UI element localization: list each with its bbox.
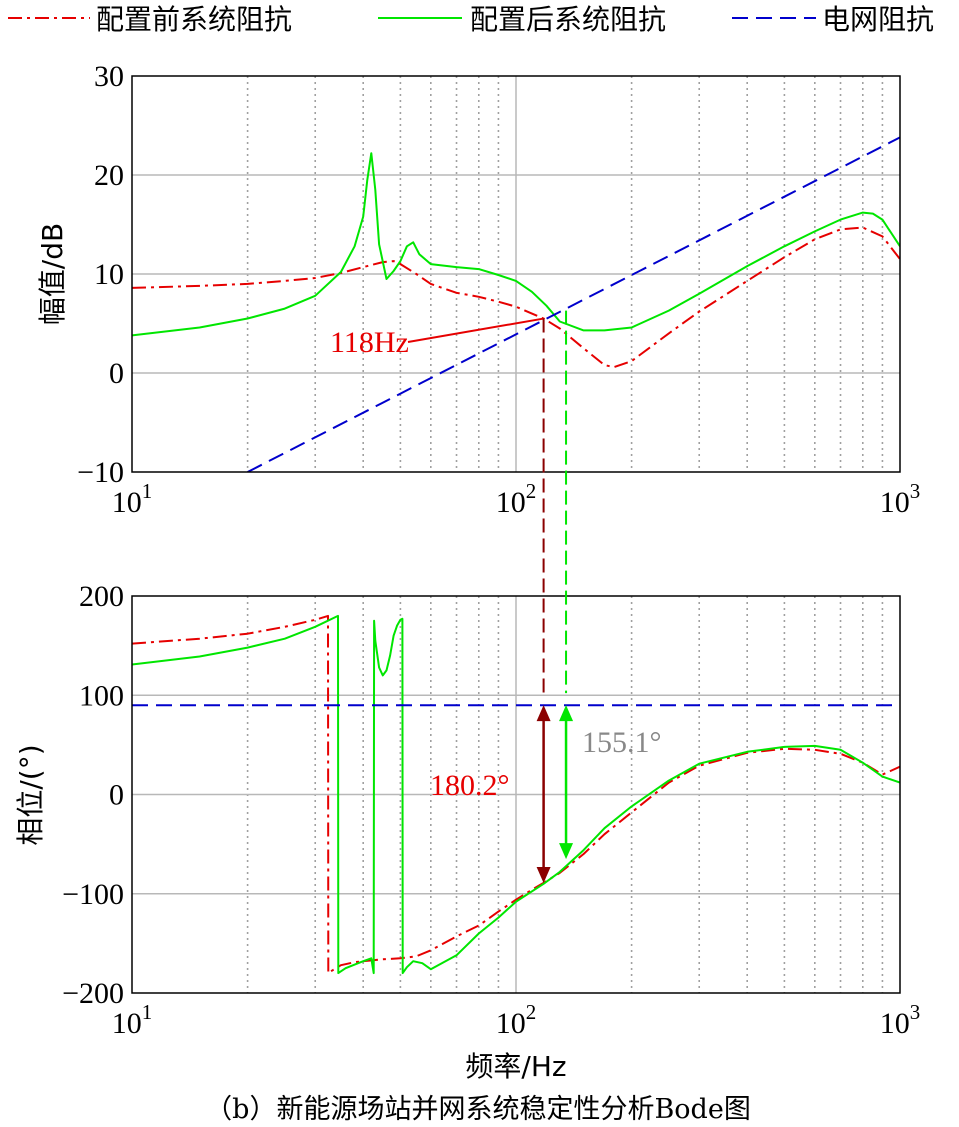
phase-x-ticks: 101 102 103: [112, 1000, 921, 1040]
magnitude-series-before: [132, 226, 900, 369]
magnitude-y-tick-label: 30: [94, 60, 124, 93]
phase-series-after: [132, 614, 900, 975]
figure-caption: （b）新能源场站并网系统稳定性分析Bode图: [205, 1094, 751, 1125]
magnitude-series-after: [132, 152, 900, 337]
phase-x-tick-label: 103: [880, 1000, 921, 1040]
phase-margin-before-label: 180.2°: [430, 769, 510, 802]
magnitude-y-ticks: 30 20 10 0 −10: [77, 60, 124, 489]
phase-grid: [132, 596, 900, 993]
phase-marks: 180.2° 155.1°: [430, 705, 662, 884]
magnitude-x-tick-label: 101: [112, 479, 153, 519]
phase-panel: 180.2° 155.1° 200 100 0 −100 −200 101 102 103 相…: [14, 580, 920, 1083]
legend-label-after: 配置后系统阻抗: [470, 3, 666, 36]
phase-y-tick-label: −100: [62, 878, 124, 911]
legend-label-before: 配置前系统阻抗: [96, 3, 292, 36]
phase-y-label: 相位/(°): [14, 744, 47, 845]
magnitude-grid: [132, 76, 900, 472]
phase-x-tick-label: 101: [112, 1000, 153, 1040]
magnitude-y-tick-label: 10: [94, 258, 124, 291]
magnitude-panel: 118Hz 30 20 10 0 −10 101 102 103 幅值/dB: [36, 60, 920, 519]
phase-y-tick-label: 0: [109, 779, 124, 812]
legend: 配置前系统阻抗 配置后系统阻抗 电网阻抗: [8, 3, 934, 36]
phase-series: [132, 614, 900, 975]
magnitude-series-grid: [247, 136, 900, 472]
magnitude-series: [132, 136, 900, 472]
magnitude-marks: 118Hz: [330, 317, 544, 359]
magnitude-frame: [131, 75, 901, 473]
magnitude-y-tick-label: 20: [94, 159, 124, 192]
phase-y-tick-label: 200: [79, 580, 124, 613]
magnitude-y-tick-label: 0: [109, 357, 124, 390]
phase-margin-after-arrow-head-bottom: [559, 843, 574, 860]
legend-label-grid: 电网阻抗: [822, 3, 934, 36]
phase-margin-after-arrow-head-top: [559, 705, 574, 722]
phase-margin-before-arrow-head-top: [536, 705, 551, 722]
magnitude-y-label: 幅值/dB: [36, 223, 69, 325]
phase-frame: [131, 595, 901, 994]
phase-series-before: [132, 614, 900, 975]
phase-margin-after-label: 155.1°: [582, 726, 662, 759]
phase-margin-before-arrow-head-bottom: [536, 867, 551, 884]
magnitude-x-tick-label: 103: [880, 479, 921, 519]
phase-x-label: 频率/Hz: [465, 1050, 566, 1083]
freq-annotation-pointer: [407, 317, 544, 343]
phase-x-tick-label: 102: [496, 1000, 537, 1040]
phase-y-tick-label: 100: [79, 679, 124, 712]
magnitude-x-tick-label: 102: [496, 479, 537, 519]
magnitude-y-tick-label: −10: [77, 456, 124, 489]
magnitude-x-ticks: 101 102 103: [112, 479, 921, 519]
phase-y-tick-label: −200: [62, 977, 124, 1010]
phase-y-ticks: 200 100 0 −100 −200: [62, 580, 124, 1010]
freq-annotation-label: 118Hz: [330, 326, 409, 359]
